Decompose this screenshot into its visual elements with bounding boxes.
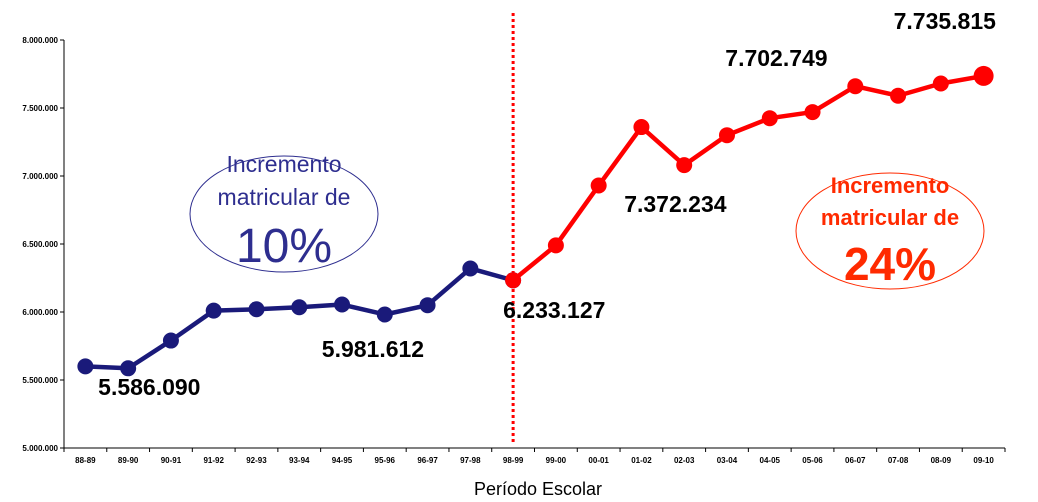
annotation-red-line2: matricular de [821,205,959,230]
x-tick-label: 92-93 [246,456,267,465]
data-point [162,332,179,349]
x-tick-label: 96-97 [417,456,438,465]
x-tick-label: 02-03 [674,456,695,465]
data-point [804,104,821,121]
data-point [590,177,607,194]
series-0-line [85,266,514,371]
data-label: 7.702.749 [725,45,827,71]
y-ticks: 5.000.000 5.500.000 6.000.000 6.500.000 7.00… [22,36,64,453]
x-tick-label: 01-02 [631,456,652,465]
data-point [120,360,137,377]
y-tick-label: 6.500.000 [22,240,58,249]
x-tick-label: 05-06 [802,456,823,465]
x-tick-label: 94-95 [332,456,353,465]
x-tick-label: 91-92 [203,456,224,465]
x-tick-label: 07-08 [888,456,909,465]
x-tick-label: 90-91 [161,456,182,465]
y-tick-label: 5.000.000 [22,444,58,453]
data-point [419,297,436,314]
data-label: 6.233.127 [503,297,605,323]
x-tick-label: 09-10 [973,456,994,465]
data-point [291,299,308,316]
x-tick-label: 03-04 [717,456,738,465]
y-tick-label: 8.000.000 [22,36,58,45]
annotation-red-ellipse [795,172,985,290]
x-tick-label: 89-90 [118,456,139,465]
y-tick-label: 5.500.000 [22,376,58,385]
annotation-blue-ellipse [189,155,379,273]
data-point [633,119,650,136]
data-point [248,301,265,318]
data-label: 7.372.234 [624,191,727,217]
annotation-red-line1: Incremento [831,173,950,198]
data-point [718,127,735,144]
data-labels: 5.586.090 5.981.612 6.233.127 7.372.234 7.70… [98,8,996,400]
data-point [547,237,564,254]
annotation-blue: Incremento matricular de 10% [189,151,379,273]
x-tick-label: 04-05 [760,456,781,465]
data-point [973,65,994,86]
series [77,65,994,377]
annotation-blue-line1: Incremento [226,151,341,177]
data-label: 7.735.815 [894,8,997,34]
x-tick-label: 99-00 [546,456,567,465]
data-point [676,157,693,174]
x-tick-label: 98-99 [503,456,524,465]
x-tick-label: 88-89 [75,456,96,465]
y-tick-label: 7.000.000 [22,172,58,181]
data-point [334,296,351,313]
x-axis-title: Período Escolar [474,479,602,499]
x-tick-label: 06-07 [845,456,866,465]
annotation-blue-value: 10% [236,220,332,273]
data-point [505,272,522,289]
x-tick-label: 93-94 [289,456,310,465]
data-point [847,78,864,95]
annotation-red: Incremento matricular de 24% [795,172,985,290]
data-point [205,302,222,319]
x-tick-label: 97-98 [460,456,481,465]
y-tick-label: 6.000.000 [22,308,58,317]
data-point [761,110,778,127]
data-label: 5.586.090 [98,374,200,400]
x-ticks: 88-89 89-90 90-91 91-92 92-93 93-94 94-95 95-96… [63,448,1006,465]
data-point [77,358,94,375]
x-tick-label: 00-01 [588,456,609,465]
data-label: 5.981.612 [322,336,424,362]
annotation-red-value: 24% [844,238,936,290]
x-tick-label: 95-96 [375,456,396,465]
x-tick-label: 08-09 [931,456,952,465]
data-point [376,306,393,323]
annotation-blue-line2: matricular de [218,184,351,210]
data-point [462,260,479,277]
y-tick-label: 7.500.000 [22,104,58,113]
data-point [890,87,907,104]
data-point [932,75,949,92]
